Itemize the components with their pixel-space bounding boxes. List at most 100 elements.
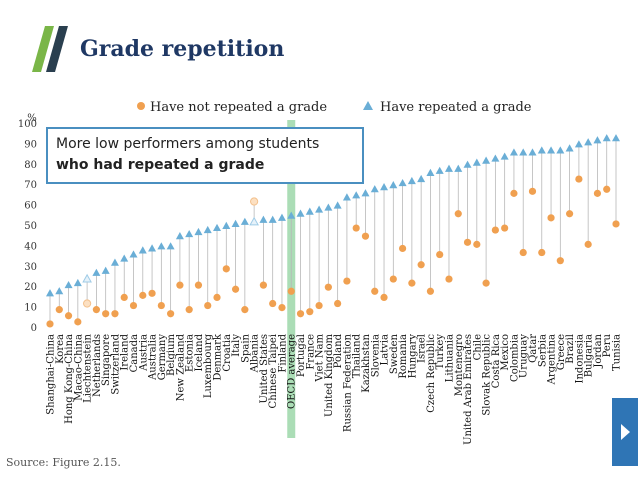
x-tick-label-croatia: Croatia [222,334,233,372]
point-not-repeated-austria [139,291,147,299]
logo-dark-arc [46,26,68,72]
point-not-repeated-netherlands [92,306,100,314]
x-tick-label-iceland: Iceland [194,333,205,371]
x-tick-label-slovak-republic: Slovak Republic [482,334,493,416]
point-repeated-italy [231,219,240,227]
x-tick-label-switzerland: Switzerland [110,333,121,394]
x-tick-label-sweden: Sweden [389,333,400,374]
x-tick-label-albania: Albania [250,334,261,373]
point-repeated-france [305,207,314,215]
x-tick-label-portugal: Portugal [296,334,307,377]
point-repeated-peru [602,134,611,142]
point-repeated-viet-nam [315,205,324,213]
x-tick-label-romania: Romania [398,334,409,379]
point-repeated-estonia [185,229,194,238]
x-tick-label-jordan: Jordan [593,333,604,368]
point-repeated-russian-federation [342,193,351,201]
point-repeated-qatar [528,148,537,156]
y-tick-label-30: 30 [24,262,37,273]
x-tick-label-netherlands: Netherlands [92,334,103,397]
x-tick-label-israel: Israel [417,334,428,363]
point-not-repeated-finland [278,304,286,312]
point-not-repeated-kazakhstan [361,232,370,240]
point-repeated-belgium [166,242,175,250]
x-tick-label-turkey: Turkey [435,334,446,370]
x-tick-label-ireland: Ireland [120,333,131,370]
point-not-repeated-turkey [436,250,444,259]
point-not-repeated-brazil [566,210,574,218]
x-tick-label-colombia: Colombia [509,334,520,382]
next-slide-button[interactable] [612,398,638,466]
point-repeated-chile [472,158,481,166]
point-repeated-greece [556,146,565,154]
point-repeated-singapore [101,266,110,274]
point-not-repeated-romania [398,244,407,253]
x-tick-label-macao-china: Macao-China [73,334,84,401]
point-repeated-chinese-taipei [268,215,277,223]
point-not-repeated-mexico [501,224,509,232]
point-not-repeated-canada [129,301,138,310]
point-repeated-kazakhstan [361,189,370,197]
y-tick-label-10: 10 [24,303,37,314]
point-not-repeated-oecd-average [287,287,295,295]
x-tick-label-united-arab-emirates: United Arab Emirates [463,334,474,445]
x-tick-label-france: France [305,334,316,370]
point-repeated-denmark [213,223,222,232]
point-repeated-ireland [120,254,129,262]
x-tick-label-chile: Chile [472,334,483,360]
point-repeated-mexico [500,152,509,160]
point-repeated-united-states [259,215,268,223]
x-tick-label-russian-federation: Russian Federation [342,333,353,432]
point-not-repeated-poland [334,299,342,308]
point-not-repeated-united-arab-emirates [463,238,472,246]
point-repeated-portugal [296,209,305,217]
point-not-repeated-belgium [167,310,175,318]
x-tick-label-canada: Canada [129,334,140,372]
point-repeated-united-arab-emirates [463,160,472,168]
point-not-repeated-shanghai-china [46,320,54,328]
x-tick-label-united-kingdom: United Kingdom [324,333,335,417]
x-tick-label-hungary: Hungary [407,334,418,379]
legend-label-not-repeated: Have not repeated a grade [150,100,327,115]
x-tick-label-united-states: United States [259,334,270,403]
x-tick-label-greece: Greece [556,334,567,370]
point-not-repeated-ireland [120,293,128,301]
point-repeated-australia [148,244,157,252]
legend-label-repeated: Have repeated a grade [380,100,532,115]
point-not-repeated-switzerland [111,310,119,318]
oecd-logo [32,26,68,72]
x-tick-label-mexico: Mexico [500,334,511,371]
point-repeated-germany [157,242,166,250]
point-not-repeated-lithuania [445,275,453,283]
callout-box: More low performers among students who h… [46,127,364,184]
point-not-repeated-russian-federation [343,277,351,285]
point-not-repeated-korea [55,306,63,314]
x-tick-label-montenegro: Montenegro [454,334,465,396]
point-not-repeated-united-kingdom [324,283,332,291]
point-repeated-korea [55,287,64,295]
point-repeated-luxembourg [203,225,212,234]
point-not-repeated-portugal [296,310,305,318]
point-repeated-israel [417,174,426,183]
x-tick-label-lithuania: Lithuania [444,334,455,382]
point-not-repeated-sweden [389,275,397,283]
point-repeated-albania [249,216,259,226]
point-repeated-shanghai-china [46,289,54,297]
point-not-repeated-israel [417,261,425,269]
point-not-repeated-slovak-republic [482,279,490,287]
x-tick-label-slovenia: Slovenia [370,334,381,377]
point-repeated-jordan [593,136,602,144]
point-not-repeated-luxembourg [204,301,212,310]
point-repeated-new-zealand [175,232,184,240]
point-repeated-liechtenstein [82,273,92,283]
legend-marker-repeated [363,101,373,110]
point-not-repeated-slovenia [371,287,379,295]
point-not-repeated-peru [603,185,611,193]
point-not-repeated-estonia [185,306,193,314]
x-tick-label-singapore: Singapore [101,334,112,386]
y-tick-label-60: 60 [24,201,37,212]
point-not-repeated-iceland [194,281,203,289]
x-tick-label-belgium: Belgium [166,333,177,376]
point-not-repeated-greece [556,257,564,265]
y-axis-label: % [27,113,37,124]
